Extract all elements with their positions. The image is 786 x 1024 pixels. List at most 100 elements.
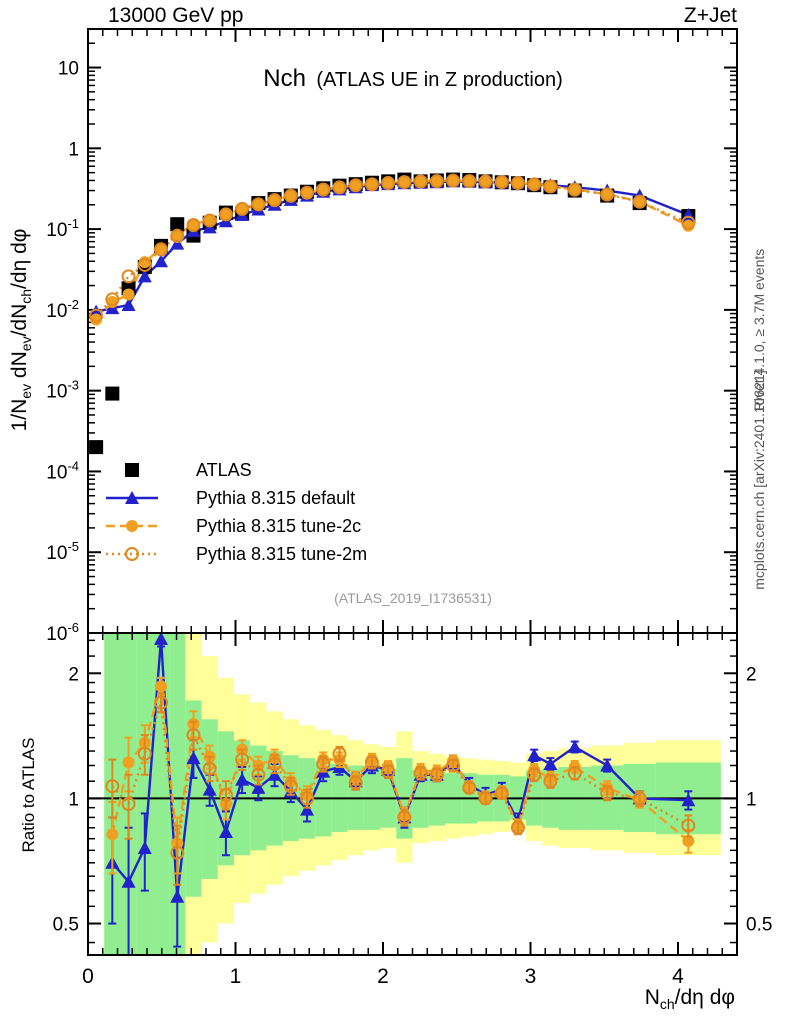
- main-y-tick-label: 10-2: [46, 297, 79, 322]
- data-marker-circle-open: [478, 791, 493, 806]
- data-marker-circle-open: [348, 178, 363, 193]
- main-y-tick-label: 10-3: [46, 378, 79, 403]
- data-marker-circle-filled: [414, 175, 427, 188]
- data-marker-circle-open: [105, 292, 120, 307]
- data-marker-circle-open: [283, 779, 298, 794]
- data-marker-triangle: [125, 491, 139, 504]
- data-marker-circle-open: [121, 269, 136, 284]
- data-marker-circle-open: [267, 756, 282, 771]
- data-marker-circle-filled: [382, 176, 395, 189]
- legend-item[interactable]: Pythia 8.315 tune-2c: [106, 516, 361, 536]
- data-marker-circle-open: [154, 242, 169, 257]
- data-marker-circle-open: [251, 767, 266, 782]
- data-marker-triangle: [218, 825, 233, 839]
- data-marker-circle-open: [413, 174, 428, 189]
- legend-label: Pythia 8.315 tune-2m: [196, 544, 367, 564]
- data-marker-circle-filled: [568, 183, 581, 196]
- data-marker-circle-open: [397, 810, 412, 825]
- data-marker-circle-open: [632, 194, 647, 209]
- legend-item[interactable]: Pythia 8.315 default: [106, 488, 355, 508]
- axis-tick-labels: 10 1 10-1 10-2 10-3 10-4 10-5 10-6 2 2 1 1 0.5 0.5 0 1 2…: [46, 59, 772, 988]
- title-paren: (ATLAS UE in Z production): [316, 69, 562, 91]
- legend-item[interactable]: Pythia 8.315 tune-2m: [106, 544, 367, 564]
- data-marker-circle-open: [218, 207, 233, 222]
- data-marker-triangle: [186, 751, 201, 765]
- data-marker-circle-open: [413, 766, 428, 781]
- title-main: Nch: [263, 65, 306, 92]
- data-marker-circle-filled: [528, 178, 541, 191]
- ratio-y-tick-label: 2: [68, 664, 79, 685]
- data-marker-circle-open: [202, 213, 217, 228]
- main-y-tick-label: 10-1: [46, 216, 79, 241]
- data-marker-circle-open: [567, 766, 582, 781]
- data-marker-circle-filled: [430, 174, 443, 187]
- x-tick-label: 3: [525, 965, 537, 988]
- data-marker-circle-open: [332, 180, 347, 195]
- data-marker-circle-open: [89, 308, 104, 323]
- legend[interactable]: ATLAS Pythia 8.315 default Pythia 8.315 tu…: [106, 460, 367, 564]
- data-marker-circle-open: [510, 820, 525, 835]
- data-marker-circle-open: [543, 774, 558, 789]
- data-marker-circle-open: [478, 174, 493, 189]
- data-marker-circle-open: [137, 257, 152, 272]
- data-marker-triangle: [89, 304, 104, 318]
- data-marker-triangle: [600, 758, 615, 772]
- legend-item[interactable]: ATLAS: [125, 460, 252, 480]
- data-marker-triangle: [543, 756, 558, 770]
- ratio-series-group: [105, 631, 696, 956]
- x-axis-label: Nch/dη dφ: [645, 986, 735, 1012]
- dataset-watermark: (ATLAS_2019_I1736531): [334, 590, 492, 606]
- data-marker-circle-filled: [511, 176, 524, 189]
- band-inner-segment: [136, 633, 153, 955]
- data-marker-circle-open: [510, 176, 525, 191]
- ratio-y-tick-label-right: 2: [746, 664, 757, 685]
- data-marker-circle-filled: [463, 174, 476, 187]
- data-marker-circle-open: [105, 779, 120, 794]
- main-y-axis-label: 1/Nev dNev/dNch/dη dφ: [8, 229, 34, 432]
- data-marker-square: [125, 463, 139, 477]
- ratio-y-axis-label: Ratio to ATLAS: [19, 738, 38, 853]
- header-right: Z+Jet: [684, 4, 737, 27]
- data-marker-circle-filled: [252, 197, 265, 210]
- data-marker-circle-filled: [495, 175, 508, 188]
- legend-label: Pythia 8.315 tune-2c: [196, 516, 361, 536]
- data-marker-circle-open: [218, 787, 233, 802]
- ratio-panel-frame: [87, 632, 738, 956]
- data-marker-circle-open: [300, 185, 315, 200]
- data-marker-circle-open: [202, 761, 217, 776]
- data-marker-triangle: [154, 631, 169, 645]
- ratio-y-tick-label: 1: [68, 789, 79, 810]
- legend-label: ATLAS: [196, 460, 252, 480]
- data-marker-circle-open: [348, 775, 363, 790]
- data-marker-circle-open: [632, 791, 647, 806]
- data-marker-circle-open: [251, 197, 266, 212]
- data-marker-square: [89, 440, 104, 455]
- data-marker-circle-open: [316, 182, 331, 197]
- data-marker-circle-open: [429, 174, 444, 189]
- data-marker-circle-open: [462, 174, 477, 189]
- data-marker-circle-open: [154, 695, 169, 710]
- data-marker-square: [170, 217, 185, 232]
- ratio-y-tick-label-right: 1: [746, 789, 757, 810]
- data-marker-triangle: [681, 793, 696, 807]
- data-marker-circle-open: [600, 187, 615, 202]
- data-marker-triangle: [567, 739, 582, 753]
- data-marker-circle-filled: [317, 183, 330, 196]
- data-marker-square: [105, 386, 120, 401]
- data-marker-circle-open: [527, 767, 542, 782]
- sidebar-rivet-version: Rivet 4.1.0, ≥ 3.7M events: [751, 249, 767, 412]
- data-marker-triangle: [300, 802, 315, 816]
- data-marker-triangle: [202, 782, 217, 796]
- data-marker-triangle: [137, 269, 152, 283]
- data-marker-circle-filled: [219, 207, 232, 220]
- main-y-tick-label: 10-4: [46, 458, 79, 483]
- data-marker-circle-open: [381, 176, 396, 191]
- ratio-y-tick-label-right: 0.5: [746, 915, 772, 936]
- data-marker-circle-open: [283, 188, 298, 203]
- data-marker-circle-filled: [633, 195, 646, 208]
- data-marker-circle-open: [170, 229, 185, 244]
- data-marker-circle-filled: [126, 520, 138, 532]
- main-y-tick-label: 1: [68, 139, 79, 160]
